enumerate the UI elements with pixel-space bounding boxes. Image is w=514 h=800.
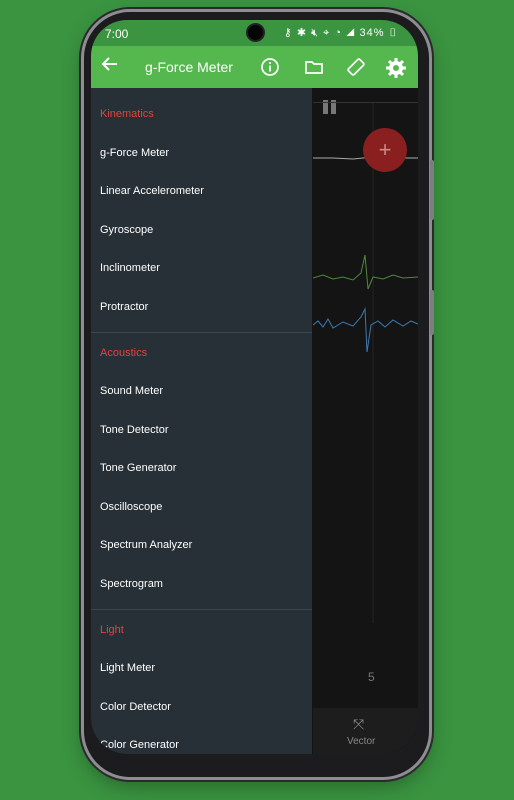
vector-tab-label[interactable]: Vector	[347, 736, 376, 747]
add-fab-button[interactable]: +	[363, 128, 407, 172]
menu-item-oscilloscope[interactable]: Oscilloscope	[100, 501, 163, 513]
location-icon: ⌖	[323, 27, 331, 39]
screen-rotation-icon[interactable]	[345, 56, 367, 78]
signal-icon: ◢	[346, 27, 356, 39]
info-icon[interactable]	[259, 56, 281, 78]
volume-button	[430, 160, 434, 220]
pause-icon[interactable]	[323, 100, 339, 119]
screen: 7:00 ⚷ ✱ 🔇︎ ⌖ ◔ ◢ 34% ▯ g-Force Meter	[91, 20, 418, 754]
mute-icon: 🔇︎	[311, 27, 320, 39]
back-arrow-icon[interactable]	[101, 55, 119, 78]
front-camera	[248, 25, 263, 40]
navigation-drawer: Kinematics g-Force Meter Linear Accelero…	[91, 88, 312, 754]
drawer-divider	[91, 332, 312, 333]
page-title: g-Force Meter	[145, 59, 233, 75]
status-bar: 7:00 ⚷ ✱ 🔇︎ ⌖ ◔ ◢ 34% ▯	[91, 20, 418, 46]
section-acoustics: Acoustics	[100, 347, 148, 359]
battery-text: 34%	[359, 27, 385, 39]
axis-tick-label: 5	[368, 670, 375, 684]
expand-icon[interactable]: ⤧	[353, 716, 365, 732]
menu-item-sound-meter[interactable]: Sound Meter	[100, 385, 163, 397]
menu-item-gyroscope[interactable]: Gyroscope	[100, 224, 154, 236]
status-time: 7:00	[105, 27, 129, 41]
menu-item-light-meter[interactable]: Light Meter	[100, 662, 156, 674]
section-light: Light	[100, 624, 124, 636]
menu-item-color-generator[interactable]: Color Generator	[100, 739, 179, 751]
drawer-divider	[91, 609, 312, 610]
menu-item-spectrogram[interactable]: Spectrogram	[100, 578, 163, 590]
app-bar: g-Force Meter	[91, 46, 418, 88]
power-button	[430, 290, 434, 335]
menu-item-protractor[interactable]: Protractor	[100, 301, 149, 313]
graph-area	[312, 102, 418, 667]
wifi-icon: ◔	[334, 27, 343, 39]
menu-item-inclinometer[interactable]: Inclinometer	[100, 262, 160, 274]
status-icons: ⚷ ✱ 🔇︎ ⌖ ◔ ◢ 34% ▯	[284, 26, 398, 40]
bottom-bar	[313, 708, 418, 754]
menu-item-tone-detector[interactable]: Tone Detector	[100, 424, 169, 436]
section-kinematics: Kinematics	[100, 108, 154, 120]
menu-item-g-force-meter[interactable]: g-Force Meter	[100, 147, 170, 159]
menu-item-spectrum-analyzer[interactable]: Spectrum Analyzer	[100, 539, 193, 551]
battery-saver-icon: ▯	[388, 27, 398, 39]
settings-gear-icon[interactable]	[384, 56, 406, 78]
menu-item-tone-generator[interactable]: Tone Generator	[100, 462, 177, 474]
menu-item-linear-accelerometer[interactable]: Linear Accelerometer	[100, 185, 204, 197]
menu-item-color-detector[interactable]: Color Detector	[100, 701, 171, 713]
folder-icon[interactable]	[303, 56, 325, 78]
bluetooth-icon: ✱	[296, 27, 308, 39]
key-icon: ⚷	[283, 27, 293, 39]
